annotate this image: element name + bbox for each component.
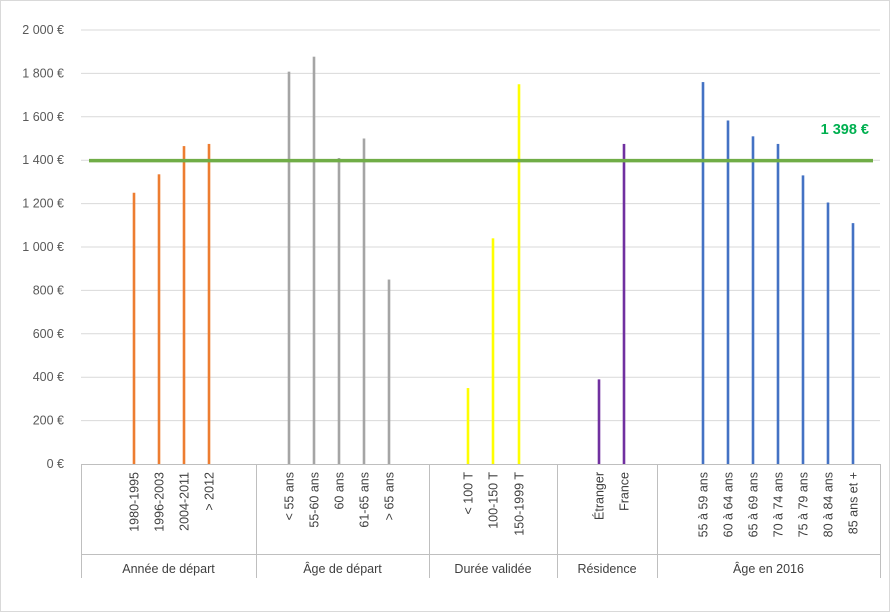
category-axis (81, 464, 881, 578)
group-label: Année de départ (122, 562, 215, 576)
bar (207, 143, 211, 465)
category-label: 80 à 84 ans (822, 472, 836, 537)
category-label: 70 à 74 ans (772, 472, 786, 537)
group-labels: Année de départ Âge de départ Durée validé… (122, 561, 804, 576)
y-tick-label: 600 € (33, 327, 64, 341)
bar (362, 138, 366, 464)
bars (132, 56, 855, 465)
group-label: Âge en 2016 (733, 561, 804, 576)
bar (826, 202, 830, 464)
y-tick-label: 800 € (33, 283, 64, 297)
category-label: 75 à 79 ans (797, 472, 811, 537)
category-label: 150-1999 T (513, 472, 527, 536)
category-label: 1980-1995 (128, 472, 142, 532)
reference-line-label: 1 398 € (821, 122, 869, 138)
y-tick-label: 1 200 € (22, 197, 64, 211)
bar (701, 82, 705, 464)
category-label: > 65 ans (383, 472, 397, 520)
bar (157, 174, 161, 464)
group-label: Durée validée (454, 562, 531, 576)
bar (466, 388, 470, 464)
y-tick-label: 1 600 € (22, 110, 64, 124)
group-label: Âge de départ (303, 561, 382, 576)
bar (491, 238, 495, 464)
y-tick-label: 0 € (47, 457, 64, 471)
y-tick-label: 200 € (33, 414, 64, 428)
bar (312, 56, 316, 464)
bar (182, 146, 186, 464)
bar (751, 136, 755, 464)
y-tick-label: 1 400 € (22, 153, 64, 167)
category-label: < 55 ans (283, 472, 297, 520)
y-axis-tick-labels: 0 € 200 € 400 € 600 € 800 € 1 000 € 1 200 € 1 4… (22, 23, 64, 471)
category-label: France (618, 472, 632, 511)
category-label: 65 à 69 ans (747, 472, 761, 537)
reference-line-group: 1 398 € (89, 122, 873, 163)
group-label: Résidence (577, 562, 636, 576)
category-label: 55 à 59 ans (697, 472, 711, 537)
bar (801, 175, 805, 464)
y-tick-label: 1 800 € (22, 66, 64, 80)
y-tick-label: 1 000 € (22, 240, 64, 254)
category-labels: 1980-1995 1996-2003 2004-2011 > 2012 < 55 an… (128, 472, 861, 538)
bar (726, 120, 730, 464)
bar (517, 84, 521, 464)
bar (776, 143, 780, 465)
bar (851, 223, 855, 464)
bar (597, 379, 601, 464)
category-label: > 2012 (203, 472, 217, 511)
y-tick-label: 2 000 € (22, 23, 64, 37)
y-tick-label: 400 € (33, 370, 64, 384)
bar (387, 279, 391, 464)
category-label: 1996-2003 (153, 472, 167, 532)
bar (337, 158, 341, 464)
category-label: Étranger (592, 472, 607, 520)
category-label: 60 à 64 ans (722, 472, 736, 537)
category-label: 2004-2011 (178, 472, 192, 531)
category-label: 100-150 T (487, 472, 501, 529)
bar (132, 192, 136, 464)
category-label: 55-60 ans (308, 472, 322, 528)
category-label: 85 ans et + (847, 472, 861, 534)
category-label: 61-65 ans (358, 472, 372, 528)
category-label: 60 ans (333, 472, 347, 510)
gridlines (81, 29, 880, 422)
bar (287, 71, 291, 464)
bar (622, 143, 626, 465)
category-label: < 100 T (462, 472, 476, 515)
